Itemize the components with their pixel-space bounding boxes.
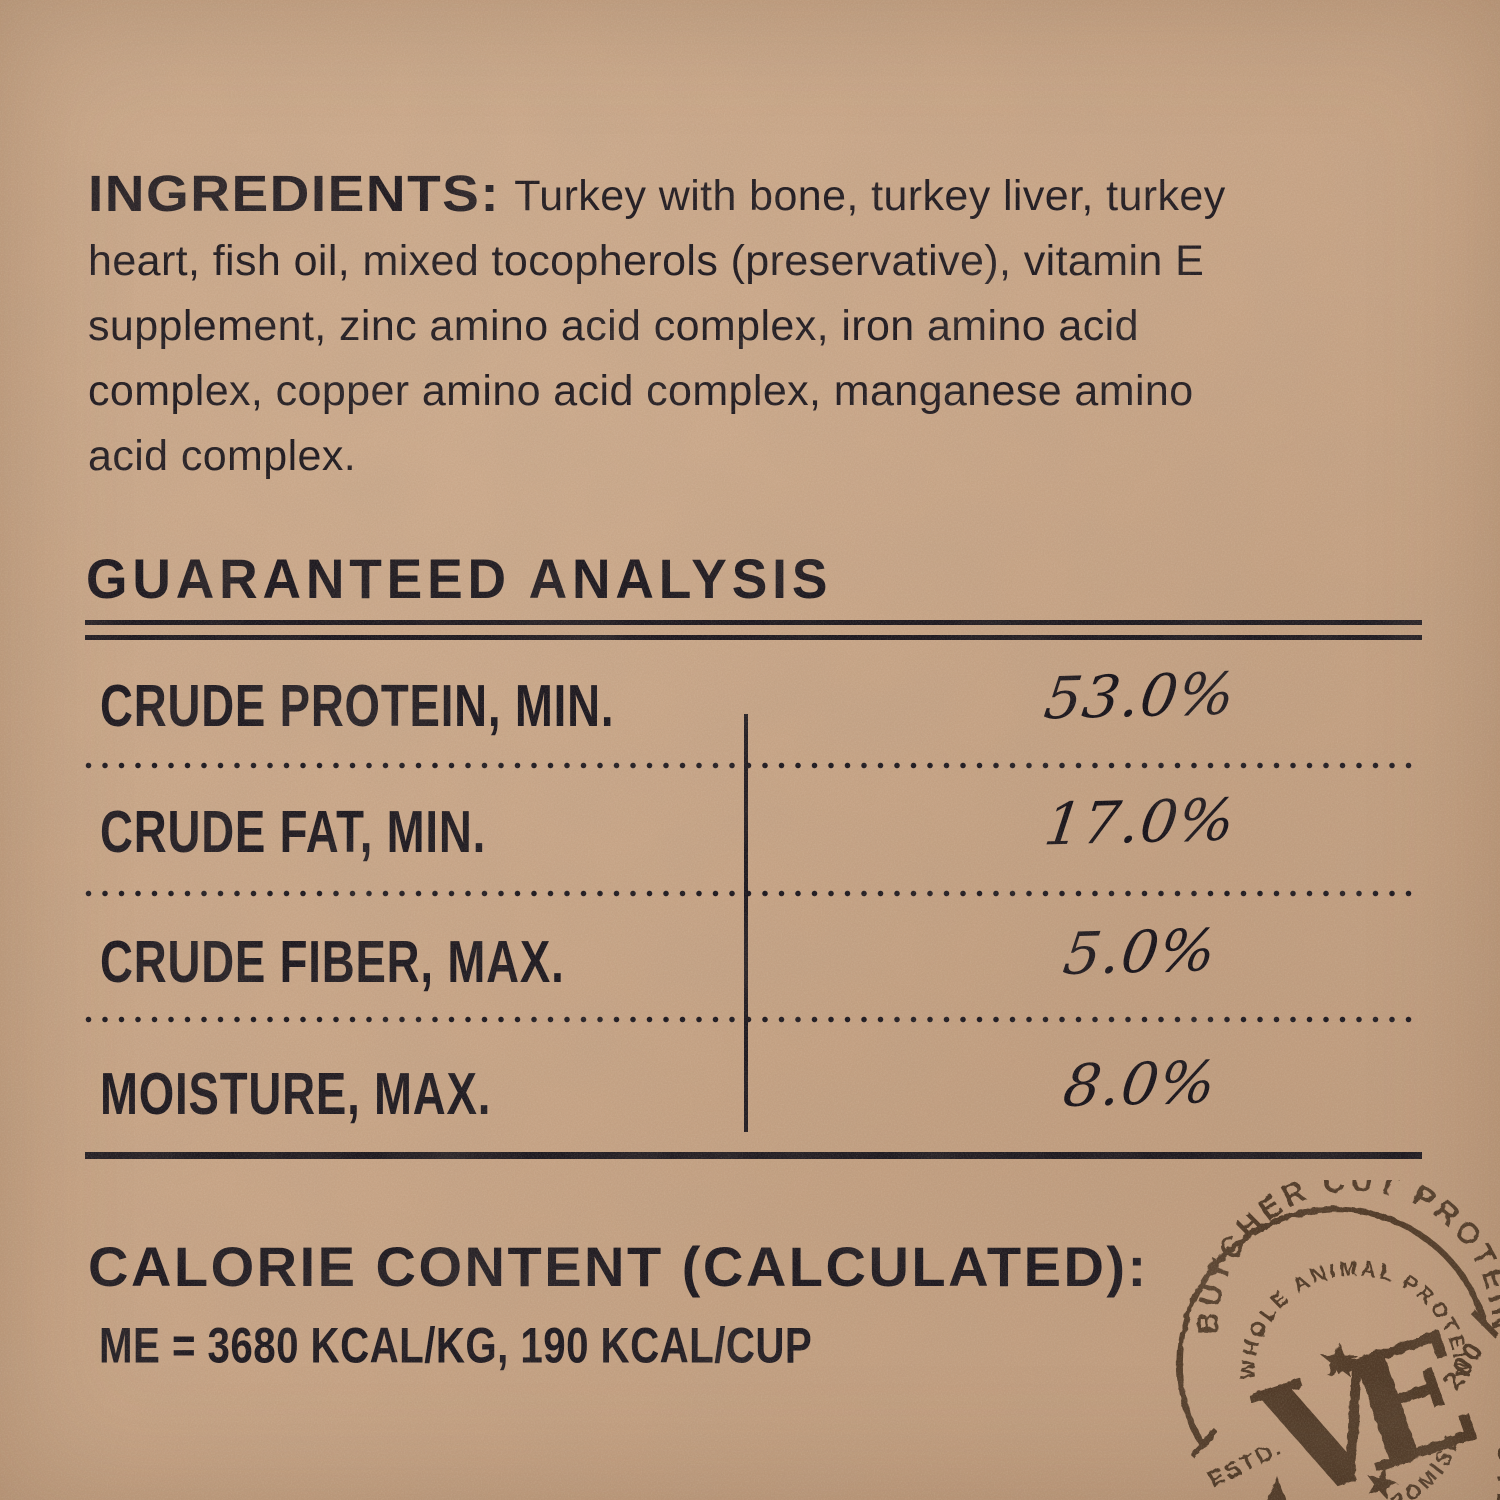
stamp-right-fragment: ROTEIN [1488, 1418, 1500, 1500]
calorie-content-heading: CALORIE CONTENT (CALCULATED): [88, 1235, 1149, 1298]
ingredients-line: acid complex. [88, 432, 357, 480]
ga-row-name: CRUDE FIBER, MAX. [100, 929, 565, 996]
ga-row-value: 8.0% [1059, 1048, 1221, 1120]
guaranteed-analysis-heading: GUARANTEED ANALYSIS [86, 547, 833, 611]
ga-row-value: 5.0% [1059, 916, 1221, 988]
ga-row-name: CRUDE FAT, MIN. [100, 799, 487, 866]
ingredients-line: Turkey with bone, turkey liver, turkey [514, 172, 1226, 220]
double-rule [85, 620, 1422, 640]
ga-row-value: 17.0% [1040, 785, 1240, 859]
ingredients-line: heart, fish oil, mixed tocopherols (pres… [88, 237, 1205, 285]
bottom-rule [85, 1152, 1422, 1159]
column-divider [744, 714, 748, 1132]
ingredients-line: supplement, zinc amino acid complex, iro… [88, 302, 1139, 350]
dotted-separator [85, 1016, 1422, 1023]
dotted-separator [85, 890, 1422, 897]
ingredients-line: complex, copper amino acid complex, mang… [88, 367, 1194, 415]
ga-row-name: MOISTURE, MAX. [100, 1061, 492, 1128]
butcher-cut-protein-stamp-icon: BUTCHER CUT PROTEIN WHOLE ANIMAL PROTEIN… [1176, 1180, 1500, 1500]
ingredients-heading: INGREDIENTS: [88, 165, 501, 223]
calorie-content-value: ME = 3680 KCAL/KG, 190 KCAL/CUP [99, 1319, 813, 1375]
ga-row-value: 53.0% [1040, 659, 1240, 733]
ingredients-paragraph: INGREDIENTS: Turkey with bone, turkey liv… [88, 159, 1388, 489]
ga-row-name: CRUDE PROTEIN, MIN. [100, 673, 615, 740]
dotted-separator [85, 762, 1422, 769]
